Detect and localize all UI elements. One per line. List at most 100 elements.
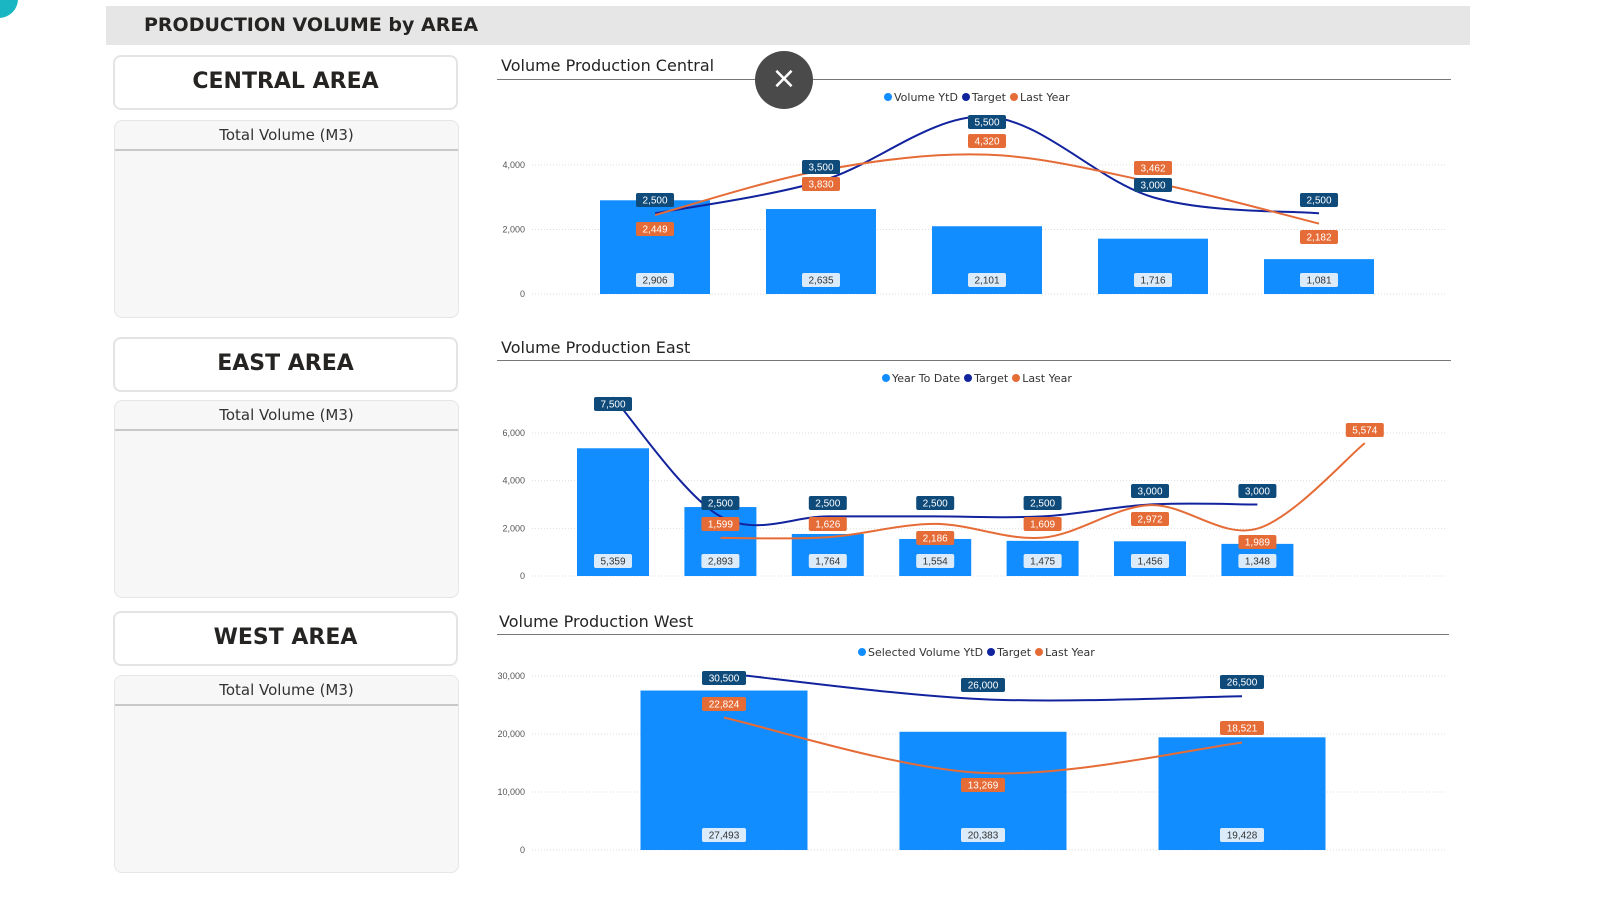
target-value-label-bg <box>636 193 674 207</box>
last-year-value-label: 1,626 <box>808 517 847 531</box>
bar-value-label: 2,893 <box>701 554 740 568</box>
bar-value-label-text: 20,383 <box>968 831 999 842</box>
bar-value-label: 1,554 <box>916 554 955 568</box>
target-value-label-text: 7,500 <box>600 400 625 411</box>
chart-title-west: Volume Production West <box>499 612 694 631</box>
bar-value-label: 1,716 <box>1134 273 1172 287</box>
last-year-value-label: 4,320 <box>968 134 1006 148</box>
legend-item[interactable]: Last Year <box>1012 372 1072 385</box>
bar-value-label-text: 1,764 <box>815 557 840 568</box>
target-value-label: 3,000 <box>1238 484 1277 498</box>
bar <box>577 448 649 576</box>
target-value-label-bg <box>1023 496 1062 510</box>
target-value-label: 26,000 <box>961 678 1005 692</box>
bar <box>640 690 808 850</box>
target-value-label-bg <box>701 496 740 510</box>
bar-value-label: 2,101 <box>968 273 1006 287</box>
bar <box>1006 540 1079 576</box>
bar-value-label-bg <box>802 273 840 287</box>
legend-item[interactable]: Last Year <box>1009 91 1070 104</box>
target-value-label-text: 3,000 <box>1245 487 1270 498</box>
divider <box>497 634 1449 635</box>
target-value-label-bg <box>1131 484 1169 498</box>
target-value-label: 30,500 <box>702 671 746 685</box>
legend-item[interactable]: Target <box>964 372 1008 385</box>
last-year-value-label: 2,972 <box>1131 512 1169 526</box>
legend-label: Year To Date <box>892 372 961 385</box>
bar-value-label-bg <box>808 554 847 568</box>
last-year-value-label: 13,269 <box>961 778 1005 792</box>
legend-item[interactable]: Target <box>987 646 1031 659</box>
bar-value-label-bg <box>1023 554 1062 568</box>
bar-value-label: 20,383 <box>961 828 1005 842</box>
y-tick-label: 30,000 <box>497 671 525 681</box>
legend-label: Target <box>971 91 1006 104</box>
bar-value-label-text: 27,493 <box>709 831 740 842</box>
target-value-label-text: 2,500 <box>708 499 733 510</box>
target-value-label-text: 3,000 <box>1140 181 1165 192</box>
bar <box>1221 543 1294 576</box>
last-year-value-label: 18,521 <box>1220 721 1264 735</box>
legend-item[interactable]: Year To Date <box>882 372 960 385</box>
last-year-value-label-text: 3,462 <box>1140 164 1165 175</box>
target-value-label: 5,500 <box>968 115 1006 129</box>
west-area-card[interactable]: WEST AREA <box>113 611 458 666</box>
last-year-value-label: 1,989 <box>1238 535 1277 549</box>
legend-item[interactable]: Target <box>961 91 1006 104</box>
legend-marker-icon <box>882 374 890 382</box>
legend-item[interactable]: Last Year <box>1035 646 1095 659</box>
last-year-value-label-bg <box>916 531 955 545</box>
legend-label: Selected Volume YtD <box>868 646 984 659</box>
bar-value-label-bg <box>636 273 674 287</box>
last-year-value-label: 1,599 <box>701 517 740 531</box>
east-area-card[interactable]: EAST AREA <box>113 337 458 392</box>
target-value-label-text: 5,500 <box>974 118 999 129</box>
last-year-value-label-text: 4,320 <box>974 137 999 148</box>
central-area-card[interactable]: CENTRAL AREA <box>113 55 458 110</box>
last-year-value-label-bg <box>808 517 847 531</box>
last-year-value-label-bg <box>1131 512 1169 526</box>
bar <box>791 533 864 576</box>
bar-value-label-text: 1,456 <box>1137 557 1162 568</box>
close-button[interactable]: × <box>755 51 813 109</box>
target-value-label-bg <box>594 397 632 411</box>
bar-value-label-text: 1,348 <box>1245 557 1270 568</box>
last-year-value-label-bg <box>961 778 1005 792</box>
last-year-value-label-bg <box>1220 721 1264 735</box>
legend-item[interactable]: Selected Volume YtD <box>858 646 983 659</box>
y-tick-label: 0 <box>520 845 525 855</box>
legend-item[interactable]: Volume YtD <box>884 91 958 104</box>
target-value-label-text: 2,500 <box>923 499 948 510</box>
last-year-value-label-text: 1,989 <box>1245 538 1270 549</box>
target-line <box>723 672 1243 702</box>
chart-title-east: Volume Production East <box>501 338 691 357</box>
legend-label: Target <box>997 646 1032 659</box>
bar <box>899 731 1067 850</box>
target-value-label: 2,500 <box>701 496 740 510</box>
target-value-label: 3,000 <box>1134 178 1172 192</box>
bar-value-label-text: 2,906 <box>642 276 667 287</box>
bar-value-label-bg <box>702 828 746 842</box>
target-value-label-bg <box>1134 178 1172 192</box>
east-total-volume-card: Total Volume (M3) <box>114 400 459 598</box>
target-value-label-bg <box>1220 675 1264 689</box>
bar <box>1098 238 1208 294</box>
divider <box>497 360 1451 361</box>
bar-value-label-bg <box>916 554 955 568</box>
bar-value-label: 1,081 <box>1300 273 1338 287</box>
target-line <box>654 115 1320 215</box>
legend-marker-icon <box>1012 374 1021 382</box>
target-value-label: 2,500 <box>808 496 847 510</box>
bar-value-label-text: 1,716 <box>1140 276 1165 287</box>
last-year-value-label-text: 3,830 <box>808 180 833 191</box>
target-value-label: 26,500 <box>1220 675 1264 689</box>
last-year-value-label: 2,449 <box>636 222 674 236</box>
last-year-value-label-bg <box>1134 161 1172 175</box>
page-title: PRODUCTION VOLUME by AREA <box>144 14 479 36</box>
last-year-value-label-text: 5,574 <box>1352 426 1377 437</box>
divider <box>497 79 1451 80</box>
last-year-value-label: 2,182 <box>1300 230 1338 244</box>
target-value-label-text: 2,500 <box>1030 499 1055 510</box>
legend-central: Volume YtD Target Last Year <box>884 91 1070 104</box>
west-total-volume-card: Total Volume (M3) <box>114 675 459 873</box>
